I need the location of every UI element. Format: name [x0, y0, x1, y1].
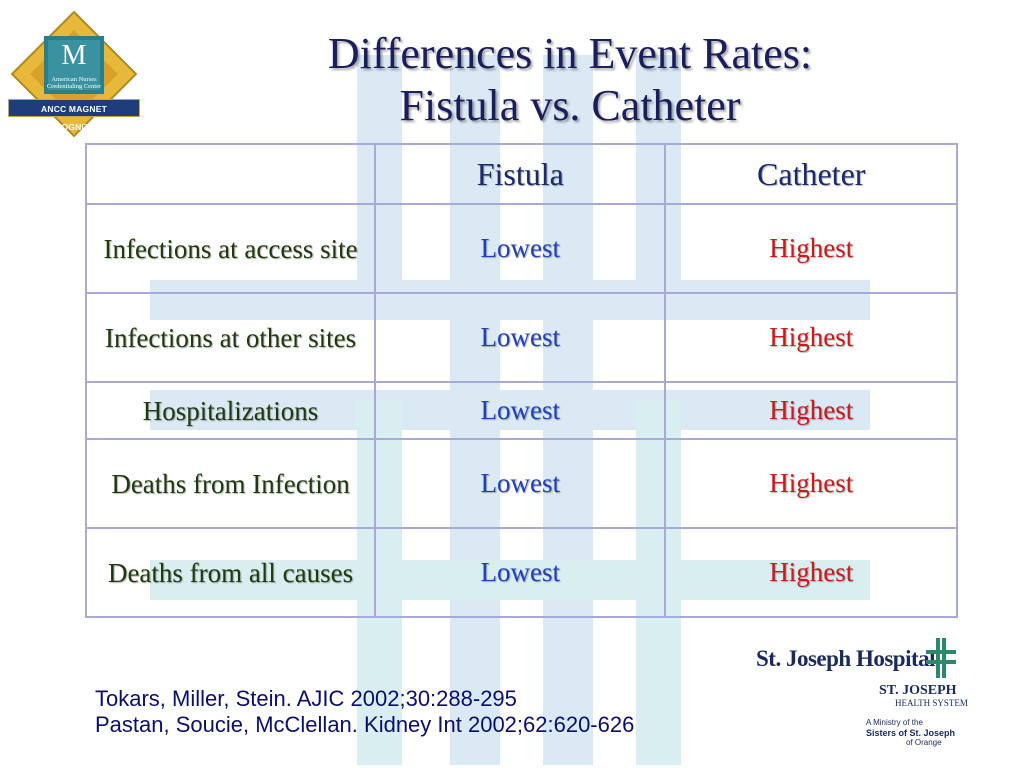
fistula-value: Lowest	[374, 381, 667, 440]
catheter-value: Highest	[664, 527, 958, 618]
ministry-line-3: of Orange	[906, 738, 942, 747]
title-line-2: Fistula vs. Catheter	[399, 81, 741, 130]
catheter-value: Highest	[664, 438, 958, 529]
magnet-band: ANCC MAGNET RECOGNITION	[8, 99, 140, 132]
hospital-name: St. Joseph Hospital	[756, 646, 936, 671]
row-label: Hospitalizations	[84, 381, 377, 440]
catheter-value: Highest	[664, 292, 958, 383]
table-row: Deaths from all causes Lowest Highest	[84, 527, 958, 618]
table-row: Deaths from Infection Lowest Highest	[84, 438, 958, 529]
header-fistula: Fistula	[374, 143, 667, 205]
row-label: Infections at access site	[84, 203, 377, 294]
row-label: Deaths from Infection	[84, 438, 377, 529]
magnet-letter: M	[61, 40, 87, 71]
citations: Tokars, Miller, Stein. AJIC 2002;30:288-…	[95, 686, 634, 738]
table-header-row: Fistula Catheter	[84, 143, 958, 205]
fistula-value: Lowest	[374, 203, 667, 294]
ministry-line-2: Sisters of St. Joseph	[866, 728, 956, 738]
row-label: Infections at other sites	[84, 292, 377, 383]
citation-1: Tokars, Miller, Stein. AJIC 2002;30:288-…	[95, 686, 517, 711]
event-rates-table: Fistula Catheter Infections at access si…	[84, 143, 958, 618]
system-line-2: HEALTH SYSTEM	[895, 698, 968, 708]
table-row: Infections at other sites Lowest Highest	[84, 292, 958, 383]
magnet-subtitle: American Nurses Credentialing Center	[46, 76, 102, 90]
header-catheter: Catheter	[664, 143, 958, 205]
slide-title: Differences in Event Rates: Fistula vs. …	[300, 28, 840, 132]
st-joseph-hospital-logo: St. Joseph Hospital ST. JOSEPH HEALTH SY…	[756, 636, 976, 756]
table-row: Hospitalizations Lowest Highest	[84, 381, 958, 440]
row-label: Deaths from all causes	[84, 527, 377, 618]
health-system-label: ST. JOSEPH HEALTH SYSTEM	[879, 684, 968, 710]
ministry-label: A Ministry of the Sisters of St. Joseph …	[866, 718, 971, 748]
catheter-value: Highest	[664, 381, 958, 440]
fistula-value: Lowest	[374, 527, 667, 618]
header-blank-cell	[84, 143, 377, 205]
catheter-value: Highest	[664, 203, 958, 294]
table-row: Infections at access site Lowest Highest	[84, 203, 958, 294]
fistula-value: Lowest	[374, 438, 667, 529]
cross-icon	[926, 638, 956, 678]
title-line-1: Differences in Event Rates:	[327, 29, 813, 78]
citation-2: Pastan, Soucie, McClellan. Kidney Int 20…	[95, 712, 635, 737]
fistula-value: Lowest	[374, 292, 667, 383]
system-line-1: ST. JOSEPH	[879, 683, 957, 698]
ancc-magnet-logo: M American Nurses Credentialing Center A…	[8, 10, 140, 140]
ministry-line-1: A Ministry of the	[866, 718, 923, 727]
